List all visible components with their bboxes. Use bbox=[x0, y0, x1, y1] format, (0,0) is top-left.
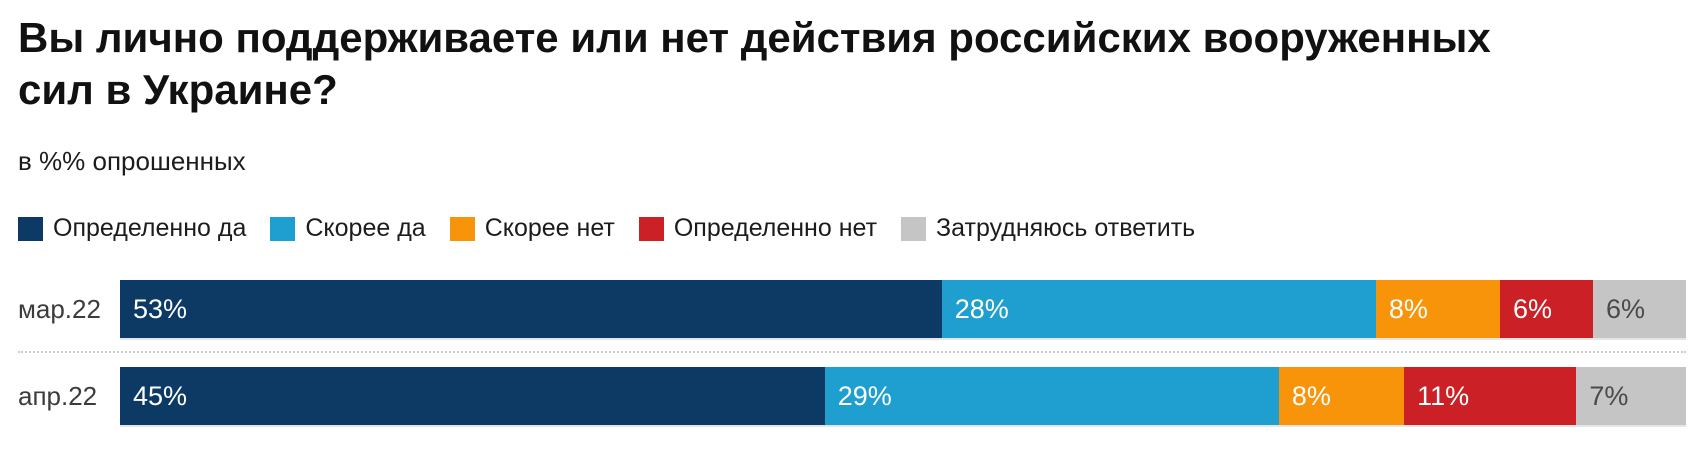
legend-item: Определенно нет bbox=[638, 214, 878, 243]
legend-item: Скорее да bbox=[270, 214, 426, 243]
bar-segment-value: 28% bbox=[954, 293, 1009, 324]
legend-label: Скорее нет bbox=[484, 214, 615, 243]
bar: 45% 29% 8% 11% 7% bbox=[120, 367, 1687, 426]
chart-subtitle: в %% опрошенных bbox=[18, 146, 246, 177]
legend-label: Скорее да bbox=[305, 214, 426, 243]
bar-segment-value: 29% bbox=[837, 380, 892, 411]
bar-segment: 28% bbox=[941, 280, 1376, 339]
chart-row: мар.22 53% 28% 8% 6% 6% bbox=[18, 280, 1687, 339]
bar-segment-value: 8% bbox=[1291, 380, 1331, 411]
legend-swatch bbox=[18, 216, 43, 241]
bar-segment: 8% bbox=[1278, 367, 1405, 426]
bar-segment: 7% bbox=[1576, 367, 1687, 426]
legend-swatch bbox=[449, 216, 475, 241]
legend-label: Определенно да bbox=[53, 214, 247, 243]
chart-title: Вы лично поддерживаете или нет действия … bbox=[18, 14, 1491, 114]
bar-segment-value: 11% bbox=[1417, 380, 1470, 411]
bar-segment: 53% bbox=[120, 280, 942, 339]
bar-segment-value: 53% bbox=[133, 293, 188, 324]
bar-segment: 11% bbox=[1404, 367, 1577, 426]
chart-row: апр.22 45% 29% 8% 11% 7% bbox=[18, 367, 1687, 426]
legend-swatch bbox=[638, 216, 664, 241]
legend-item: Скорее нет bbox=[449, 214, 615, 243]
legend-item: Определенно да bbox=[18, 214, 246, 243]
legend-swatch bbox=[901, 216, 927, 241]
bar-segment: 8% bbox=[1375, 280, 1500, 339]
bar-segment: 6% bbox=[1499, 280, 1593, 339]
bar-segment: 45% bbox=[120, 367, 825, 426]
stacked-bar-chart: мар.22 53% 28% 8% 6% 6% апр.22 45% 29% 8% 11% 7% bbox=[18, 280, 1687, 426]
legend-label: Затрудняюсь ответить bbox=[936, 214, 1196, 243]
row-divider bbox=[18, 351, 1686, 354]
bar-segment: 6% bbox=[1592, 280, 1687, 339]
row-label: мар.22 bbox=[18, 293, 101, 324]
bar-segment-value: 7% bbox=[1589, 380, 1629, 411]
bar: 53% 28% 8% 6% 6% bbox=[120, 280, 1687, 339]
row-label: апр.22 bbox=[18, 380, 98, 411]
legend-item: Затрудняюсь ответить bbox=[901, 214, 1195, 243]
bar-segment-value: 6% bbox=[1605, 293, 1646, 324]
legend: Определенно да Скорее да Скорее нет Определ… bbox=[18, 214, 1686, 243]
legend-swatch bbox=[270, 216, 296, 241]
bar-segment: 29% bbox=[824, 367, 1279, 426]
bar-segment-value: 45% bbox=[133, 380, 188, 411]
bar-segment-value: 6% bbox=[1512, 293, 1552, 324]
legend-label: Определенно нет bbox=[673, 214, 878, 243]
bar-segment-value: 8% bbox=[1388, 293, 1428, 324]
